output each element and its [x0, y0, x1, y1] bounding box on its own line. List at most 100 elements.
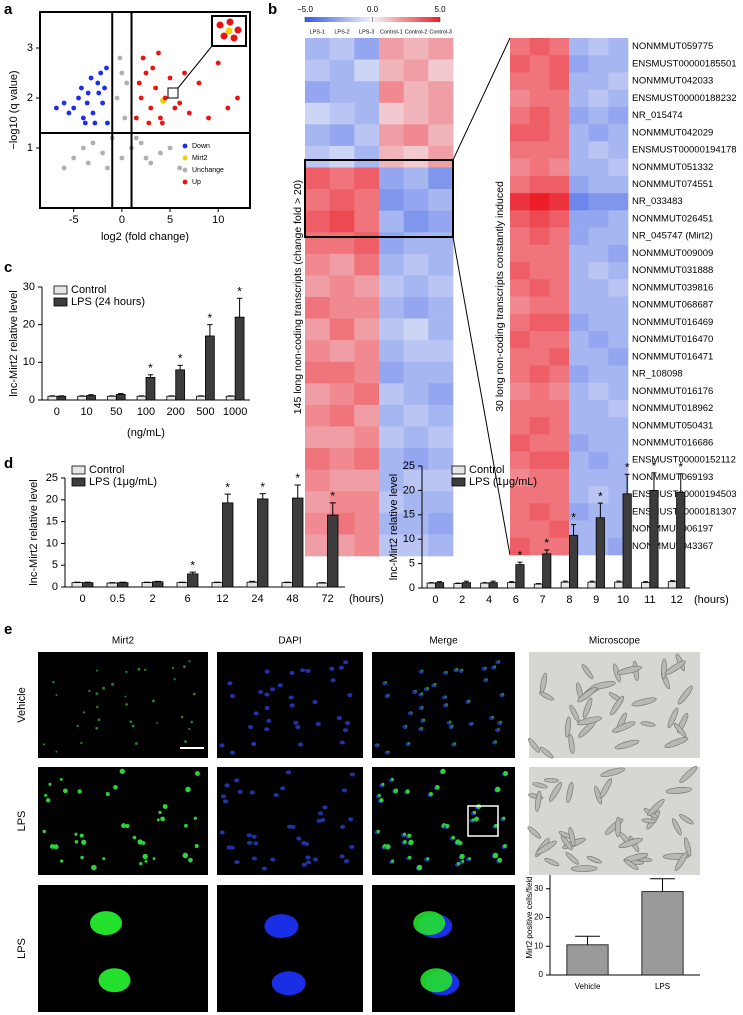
heat-cell	[379, 167, 404, 190]
x-axis-title: (hours)	[349, 593, 384, 605]
heat-cell	[354, 124, 380, 147]
heat-cell	[379, 297, 404, 319]
heat-cell	[305, 297, 330, 319]
point	[148, 105, 154, 111]
x-tick-label: 72	[321, 593, 333, 605]
bar	[152, 581, 164, 588]
heat-cell	[379, 404, 404, 427]
cell	[641, 818, 657, 824]
heat-cell	[510, 399, 530, 418]
x-tick-label: LPS	[655, 982, 670, 991]
heat-cell	[428, 318, 454, 341]
y-axis-title: −log10 (q value)	[8, 70, 20, 149]
bar	[566, 944, 609, 976]
y-axis-title: lnc-Mirt2 relative level	[388, 474, 400, 580]
bar	[641, 891, 684, 976]
significance-mark: *	[225, 480, 230, 494]
signal	[455, 839, 461, 845]
heat-cell	[428, 210, 454, 233]
signal	[422, 718, 426, 722]
heat-cell	[510, 55, 530, 73]
nucleus	[253, 711, 259, 716]
heat-cell	[354, 167, 380, 190]
signal	[376, 743, 380, 746]
point	[53, 105, 59, 111]
point	[66, 110, 72, 116]
nucleus	[336, 715, 342, 720]
heat-cell	[569, 244, 589, 263]
signal	[95, 726, 99, 730]
heat-cell	[354, 189, 380, 211]
heat-cell	[510, 417, 530, 435]
y-tick-label: 20	[23, 319, 35, 331]
legend-swatch	[182, 143, 188, 149]
cell	[665, 786, 693, 794]
signal	[491, 715, 495, 719]
cell	[560, 835, 573, 851]
heat-cell	[529, 89, 550, 108]
bar	[47, 395, 58, 401]
nucleus	[348, 817, 354, 822]
heat-cell	[608, 72, 629, 90]
heat-cell	[569, 210, 589, 228]
micrograph-bg	[38, 885, 208, 1012]
heat-cell	[428, 145, 454, 168]
cell	[610, 695, 625, 716]
zoom-line	[452, 37, 511, 161]
significance-mark: *	[518, 548, 523, 562]
heat-cell	[305, 491, 330, 514]
micrograph	[372, 885, 515, 1012]
heat-cell	[549, 279, 570, 297]
y-axis-title: Mirt2 positive cells/field	[525, 876, 534, 958]
signal	[467, 699, 471, 703]
heat-cell	[354, 102, 380, 125]
significance-mark: *	[330, 489, 335, 503]
bar	[56, 395, 67, 401]
heat-cell	[329, 318, 355, 341]
heat-cell	[305, 318, 330, 341]
heat-cell	[549, 417, 570, 435]
heat-cell	[529, 434, 550, 452]
heat-cell	[354, 38, 380, 60]
point	[196, 80, 202, 86]
nucleus	[227, 681, 233, 686]
y-tick-label: 15	[46, 516, 58, 528]
heat-cell	[588, 158, 609, 177]
micrograph-bg	[372, 767, 515, 875]
heat-cell	[379, 59, 404, 82]
heat-cell	[510, 244, 530, 263]
micrograph	[527, 765, 700, 875]
cell	[623, 852, 649, 863]
row-label: NONMMUT018962	[632, 403, 713, 414]
signal	[426, 686, 429, 690]
heat-cell	[608, 193, 629, 211]
signal	[185, 786, 191, 793]
cell	[600, 767, 626, 778]
nucleus	[264, 914, 299, 939]
bar	[234, 316, 245, 401]
zoom-dot	[226, 18, 234, 26]
heat-cell	[379, 81, 404, 104]
nucleus	[342, 728, 349, 733]
heat-cell	[510, 486, 530, 504]
y-tick-label: 3	[27, 42, 33, 54]
signal	[124, 695, 127, 698]
row-label: NR_108098	[632, 369, 683, 380]
signal	[494, 740, 498, 743]
signal	[158, 810, 162, 815]
signal	[376, 829, 380, 834]
bar	[507, 582, 517, 589]
nucleus	[220, 794, 227, 799]
micrograph-bg	[217, 767, 363, 875]
heat-cell	[403, 189, 429, 211]
signal	[160, 816, 165, 822]
heat-cell	[403, 124, 429, 147]
row-label: NONMMUT068687	[632, 300, 713, 311]
row-title: LPS	[16, 938, 28, 959]
heat-cell	[569, 158, 589, 177]
heat-cell	[608, 313, 629, 332]
heat-cell	[569, 451, 589, 470]
heat-cell	[354, 340, 380, 363]
nucleus	[264, 727, 270, 732]
point	[177, 100, 183, 106]
